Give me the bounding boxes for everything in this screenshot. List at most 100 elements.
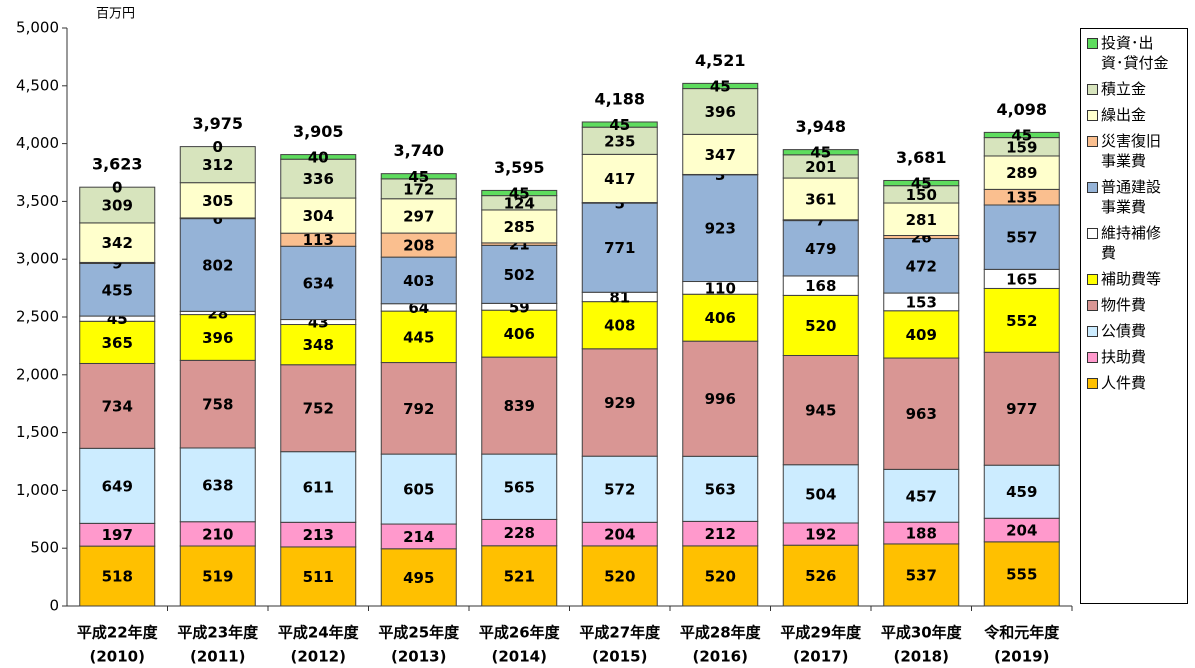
- data-label: 923: [705, 220, 736, 238]
- data-label: 213: [303, 526, 334, 544]
- data-label: 563: [705, 480, 736, 498]
- legend-item: 扶助費: [1087, 347, 1187, 367]
- bar-segment: [883, 357, 960, 470]
- legend-item: 維持補修費: [1087, 223, 1187, 263]
- data-label: 304: [303, 207, 334, 225]
- bar-segment: [782, 354, 859, 466]
- data-label: 929: [604, 394, 635, 412]
- data-label: 45: [1011, 126, 1032, 144]
- legend-swatch: [1087, 136, 1098, 147]
- bar-segment: [682, 455, 759, 522]
- bar-segment: [883, 238, 960, 294]
- data-label: 638: [202, 476, 233, 494]
- legend-swatch: [1087, 326, 1098, 337]
- bar-segment: [179, 545, 256, 607]
- bar-segment: [983, 287, 1060, 353]
- data-label: 336: [303, 170, 334, 188]
- bar-segment: [682, 88, 759, 135]
- bar-segment: [682, 545, 759, 607]
- x-tick-label: 平成29年度: [780, 624, 862, 642]
- bar-segment: [481, 518, 558, 547]
- bar-segment: [481, 209, 558, 244]
- bar-segment: [179, 218, 256, 312]
- data-label: 472: [906, 257, 937, 275]
- data-label: 208: [403, 237, 434, 255]
- bar-segment: [883, 468, 960, 523]
- y-tick-label: 2,500: [16, 308, 59, 326]
- bar-segment: [481, 356, 558, 455]
- legend-swatch: [1087, 84, 1098, 95]
- y-unit: 百万円: [96, 7, 135, 22]
- bar-segment: [581, 545, 658, 607]
- legend-label: 人件費: [1101, 374, 1147, 392]
- total-label: 4,188: [594, 89, 645, 108]
- bar-segment: [782, 544, 859, 607]
- x-tick-label: (2015): [592, 648, 647, 666]
- data-label: 281: [906, 211, 937, 229]
- data-label: 520: [705, 567, 736, 585]
- bar-segment: [682, 340, 759, 457]
- bar-segment: [983, 464, 1060, 519]
- legend-item: 物件費: [1087, 295, 1187, 315]
- data-label: 519: [202, 568, 233, 586]
- bar-segment: [581, 153, 658, 204]
- x-tick-label: 平成22年度: [77, 624, 159, 642]
- x-tick-label: (2010): [90, 648, 145, 666]
- data-label: 168: [805, 277, 836, 295]
- data-label: 312: [202, 156, 233, 174]
- bar-segment: [581, 348, 658, 457]
- bar-segment: [983, 541, 1060, 607]
- data-label: 45: [408, 168, 429, 186]
- data-label: 409: [906, 326, 937, 344]
- data-label: 342: [102, 234, 133, 252]
- data-label: 124: [504, 194, 535, 212]
- bar-segment: [280, 197, 357, 234]
- bar-segment: [380, 523, 457, 550]
- data-label: 504: [805, 485, 836, 503]
- bar-segment: [280, 324, 357, 366]
- data-label: 572: [604, 481, 635, 499]
- x-tick-label: 令和元年度: [984, 624, 1060, 642]
- legend-label: 扶助費: [1101, 348, 1147, 366]
- legend-label: 公債費: [1101, 322, 1147, 340]
- data-label: 977: [1006, 400, 1037, 418]
- total-label: 3,595: [494, 158, 545, 177]
- data-label: 235: [604, 132, 635, 150]
- legend-swatch: [1087, 378, 1098, 389]
- data-label: 408: [604, 317, 635, 335]
- legend-swatch: [1087, 352, 1098, 363]
- data-label: 502: [504, 266, 535, 284]
- data-label: 0: [112, 179, 122, 197]
- data-label: 792: [403, 400, 434, 418]
- data-label: 963: [906, 405, 937, 423]
- legend-label: 物件費: [1101, 296, 1147, 314]
- chart: 百万円 05001,0001,5002,0002,5003,0003,5004,…: [16, 7, 1073, 666]
- legend-label: 積立金: [1101, 80, 1147, 98]
- total-label: 3,975: [192, 114, 243, 133]
- x-tick-label: (2019): [994, 648, 1049, 666]
- x-tick-label: 平成30年度: [881, 624, 963, 642]
- legend-item: 補助費等: [1087, 269, 1187, 289]
- y-tick-label: 3,000: [16, 250, 59, 268]
- bar-segment: [481, 244, 558, 304]
- bar-segment: [883, 310, 960, 359]
- y-tick-label: 0: [49, 597, 59, 615]
- bar-segment: [380, 173, 457, 180]
- bar-segment: [581, 202, 658, 293]
- legend: 投資･出資･貸付金 積立金 繰出金 災害復旧事業費 普通建設事業費 維持補修費 補助費等 物件…: [1080, 28, 1188, 604]
- bar-segment: [380, 453, 457, 525]
- data-label: 518: [102, 568, 133, 586]
- bar-segment: [883, 179, 960, 187]
- data-label: 305: [202, 192, 233, 210]
- data-label: 45: [609, 116, 630, 134]
- legend-swatch: [1087, 274, 1098, 285]
- total-label: 3,623: [92, 155, 143, 174]
- y-tick-label: 4,500: [16, 76, 59, 94]
- x-tick-label: (2014): [492, 648, 547, 666]
- legend-item: 投資･出資･貸付金: [1087, 33, 1187, 73]
- data-label: 555: [1006, 565, 1037, 583]
- bar-segment: [79, 222, 156, 263]
- bar-segment: [380, 256, 457, 305]
- x-tick-label: (2011): [190, 648, 245, 666]
- bar-segment: [79, 186, 156, 224]
